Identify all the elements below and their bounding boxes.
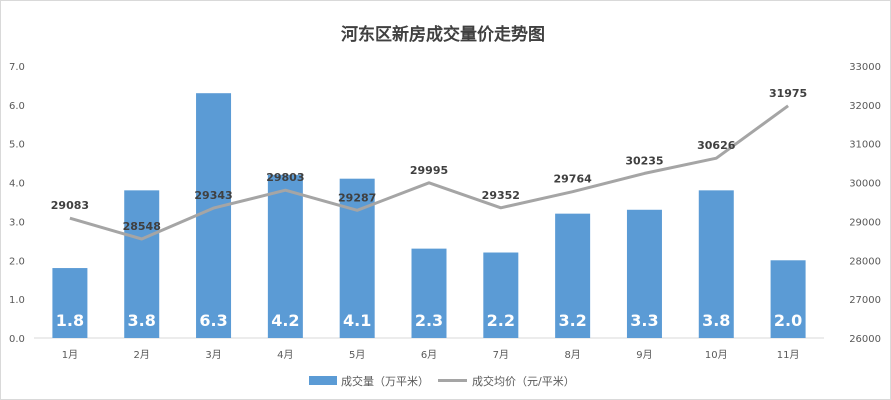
bar [770,260,806,338]
bar-value-label: 6.3 [199,311,227,330]
right-axis-tick-label: 28000 [849,256,881,267]
x-axis-tick-label: 7月 [493,349,509,361]
bar [483,252,519,338]
left-axis-tick-label: 4.0 [9,179,25,190]
legend-bar-label: 成交量（万平米） [341,374,429,388]
right-axis-tick-label: 31000 [849,140,881,151]
chart-title: 河东区新房成交量价走势图 [341,24,545,45]
x-axis-tick-label: 4月 [277,349,293,361]
left-axis-ticks: 0.0 1.0 2.0 3.0 4.0 5.0 6.0 7.0 [9,62,25,345]
line-value-label: 29343 [194,189,232,202]
bar-value-label: 3.2 [558,311,586,330]
line-value-label: 29803 [266,171,304,184]
bar [196,93,232,338]
x-axis-tick-label: 10月 [705,349,728,361]
bar [411,248,447,338]
left-axis-tick-label: 0.0 [9,334,25,345]
x-axis-tick-label: 3月 [205,349,221,361]
x-axis-tick-label: 11月 [777,349,800,361]
bar [124,190,160,338]
legend-line-label: 成交均价（元/平米） [472,374,575,388]
bar-value-label: 3.3 [630,311,658,330]
line-data-labels: 29083 28548 29343 29803 29287 29995 29352 29764… [51,87,807,233]
legend-bar-swatch [309,376,337,385]
line-value-label: 30626 [697,139,736,152]
bar-value-label: 4.1 [343,311,371,330]
bar [626,209,662,338]
line-value-label: 29764 [553,173,592,186]
line-value-label: 28548 [123,220,161,233]
line-value-label: 31975 [769,87,807,100]
line-value-label: 29083 [51,199,89,212]
right-axis-ticks: 26000 27000 28000 29000 30000 31000 32000 33000 [849,62,881,345]
left-axis-tick-label: 5.0 [9,140,25,151]
line-value-label: 29287 [338,191,376,204]
x-axis-tick-label: 9月 [636,349,652,361]
bar [267,174,303,338]
left-axis-tick-label: 2.0 [9,256,25,267]
right-axis-tick-label: 30000 [849,179,881,190]
bar-series [52,93,806,338]
x-axis-tick-label: 6月 [421,349,437,361]
bar-value-label: 2.0 [774,311,802,330]
right-axis-tick-label: 27000 [849,295,881,306]
right-axis-tick-label: 26000 [849,334,881,345]
right-axis-tick-label: 29000 [849,217,881,228]
bar-value-label: 4.2 [271,311,299,330]
right-axis-tick-label: 33000 [849,62,881,73]
x-axis-tick-label: 2月 [134,349,150,361]
bar-data-labels: 1.8 3.8 6.3 4.2 4.1 2.3 2.2 3.2 3.3 3.8 2.0 [56,311,803,330]
line-value-label: 30235 [625,154,663,167]
bar [52,268,88,338]
x-axis-tick-label: 5月 [349,349,365,361]
legend: 成交量（万平米） 成交均价（元/平米） [309,374,575,388]
bar-value-label: 2.2 [487,311,515,330]
bar [555,213,591,338]
x-axis-tick-label: 1月 [62,349,78,361]
left-axis-tick-label: 7.0 [9,62,25,73]
line-series [69,104,789,241]
bar-value-label: 3.8 [702,311,730,330]
price-line [69,104,789,241]
bar [698,190,734,338]
bar-value-label: 1.8 [56,311,84,330]
bar-value-label: 2.3 [415,311,443,330]
left-axis-tick-label: 3.0 [9,217,25,228]
line-value-label: 29352 [482,189,520,202]
line-value-label: 29995 [410,164,448,177]
x-axis-tick-label: 8月 [564,349,580,361]
bar-value-label: 3.8 [128,311,156,330]
left-axis-tick-label: 1.0 [9,295,25,306]
right-axis-tick-label: 32000 [849,101,881,112]
left-axis-tick-label: 6.0 [9,101,25,112]
x-axis-tick-labels: 1月 2月 3月 4月 5月 6月 7月 8月 9月 10月 11月 [62,349,800,361]
